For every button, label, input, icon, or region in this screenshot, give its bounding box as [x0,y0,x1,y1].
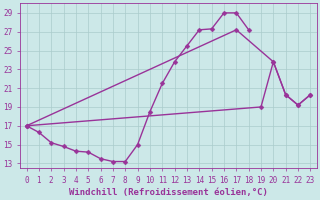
X-axis label: Windchill (Refroidissement éolien,°C): Windchill (Refroidissement éolien,°C) [69,188,268,197]
